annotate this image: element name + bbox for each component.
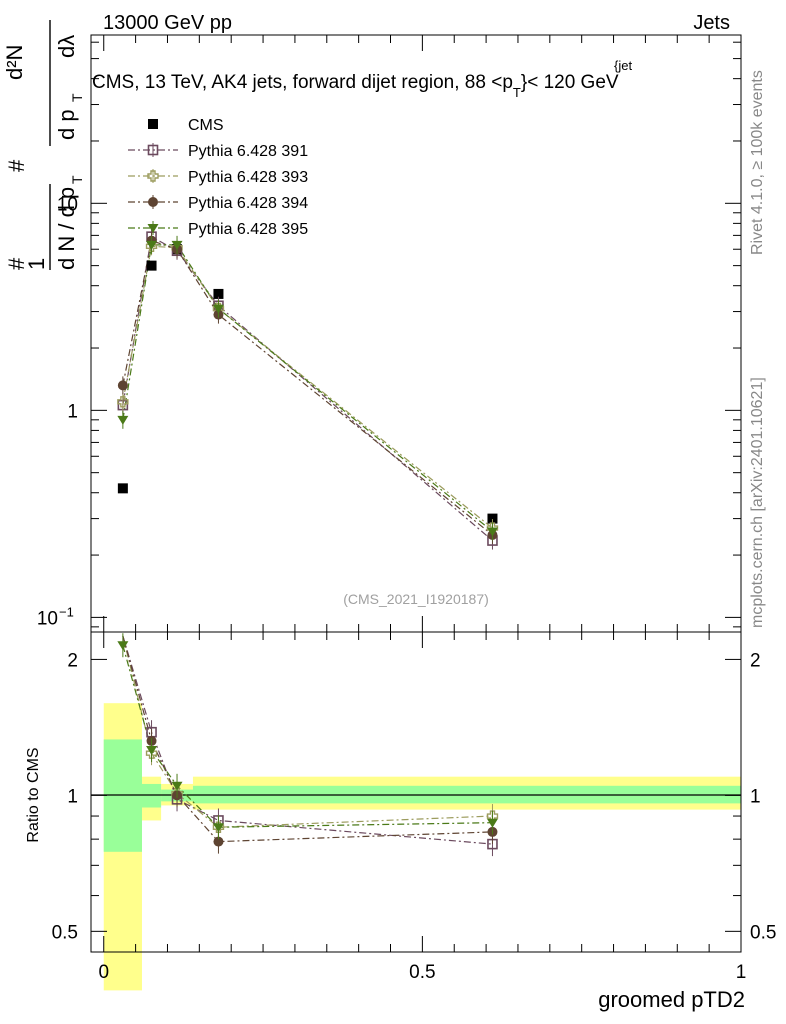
main-series-markers xyxy=(117,227,499,550)
ratio-y-tick-label: 1 xyxy=(67,786,78,807)
legend-marker xyxy=(148,119,158,129)
main-y-tick-label: 1 xyxy=(67,401,78,422)
main-data-point xyxy=(486,527,498,537)
main-data-point xyxy=(117,415,129,425)
ratio-y-axis-label: Ratio to CMS xyxy=(25,747,42,842)
svg-text:d²N: d²N xyxy=(2,45,27,80)
main-y-tick-label: 10 xyxy=(57,194,78,215)
svg-text:d p: d p xyxy=(54,109,79,140)
legend-label: Pythia 6.428 394 xyxy=(188,195,308,212)
ratio-data-point xyxy=(486,818,498,828)
svg-text:T: T xyxy=(69,175,85,184)
mcplots-url-label: mcplots.cern.ch [arXiv:2401.10621] xyxy=(749,377,766,628)
main-data-point xyxy=(213,288,224,299)
x-axis-label: groomed pTD2 xyxy=(598,987,745,1012)
legend-marker xyxy=(148,197,158,207)
legend-label: Pythia 6.428 395 xyxy=(188,221,308,238)
ratio-band-green xyxy=(103,739,142,852)
main-data-point xyxy=(117,483,128,494)
main-data-point xyxy=(146,240,158,250)
main-y-tick-exponent: −1 xyxy=(59,604,74,619)
main-y-axis-label: # 1 d N / d p T # d²N d p T dλ xyxy=(2,20,85,270)
ratio-series-markers xyxy=(117,633,499,857)
x-tick-label: 0.5 xyxy=(409,962,435,983)
main-series-line-4 xyxy=(122,244,493,532)
ratio-series-lines xyxy=(122,635,493,845)
svg-text:T: T xyxy=(69,93,85,102)
legend-marker xyxy=(147,170,159,182)
legend-marker xyxy=(147,224,159,233)
svg-text:#: # xyxy=(4,257,29,270)
legend-label: CMS xyxy=(188,117,224,134)
ratio-data-point xyxy=(213,836,224,847)
ratio-data-point xyxy=(171,781,183,791)
main-series-line-3 xyxy=(122,239,493,536)
analysis-id-watermark: (CMS_2021_I1920187) xyxy=(343,591,489,607)
legend-marker xyxy=(147,144,159,156)
ratio-data-point xyxy=(117,641,129,651)
main-series-lines xyxy=(122,235,493,542)
x-tick-label: 0 xyxy=(98,962,109,983)
main-data-point xyxy=(117,380,128,391)
svg-text:d N / d p: d N / d p xyxy=(54,187,79,270)
ratio-series-line-2 xyxy=(122,635,493,843)
main-title: CMS, 13 TeV, AK4 jets, forward dijet reg… xyxy=(92,72,619,100)
ratio-series-line-0 xyxy=(122,635,493,845)
main-data-point xyxy=(117,396,129,408)
ratio-y-tick-label-right: 2 xyxy=(750,650,761,671)
main-y-tick-label: 10 xyxy=(37,608,58,629)
x-tick-label: 1 xyxy=(736,962,747,983)
svg-text:dλ: dλ xyxy=(54,35,79,58)
ratio-y-tick-label-right: 1 xyxy=(750,786,761,807)
ratio-axis-ticks: 2 21 10.5 0.50 0.5 1 xyxy=(52,632,776,983)
ratio-y-tick-label: 2 xyxy=(67,650,78,671)
ratio-y-tick-label-right: 0.5 xyxy=(750,922,776,943)
svg-text:#: # xyxy=(4,159,29,172)
main-title-superscript: {jet xyxy=(614,58,632,73)
main-series-line-1 xyxy=(122,235,493,542)
header-right: Jets xyxy=(693,12,730,34)
main-data-point xyxy=(212,304,224,314)
ratio-uncertainty-bands xyxy=(103,703,741,991)
rivet-version-label: Rivet 4.1.0, ≥ 100k events xyxy=(749,70,766,255)
svg-text:1: 1 xyxy=(24,258,49,270)
header-left: 13000 GeV pp xyxy=(103,12,232,34)
ratio-data-point xyxy=(212,823,224,833)
ratio-band-green xyxy=(141,783,162,808)
ratio-data-point xyxy=(146,746,158,756)
main-data-point xyxy=(146,260,157,271)
legend-label: Pythia 6.428 391 xyxy=(188,143,308,160)
main-data-point xyxy=(487,513,498,524)
ratio-plot-frame xyxy=(90,631,742,953)
legend-label: Pythia 6.428 393 xyxy=(188,169,308,186)
main-data-point xyxy=(171,240,183,250)
legend: CMS Pythia 6.428 391 Pythia 6.428 393 Pythi… xyxy=(128,117,308,238)
ratio-y-tick-label: 0.5 xyxy=(52,922,78,943)
